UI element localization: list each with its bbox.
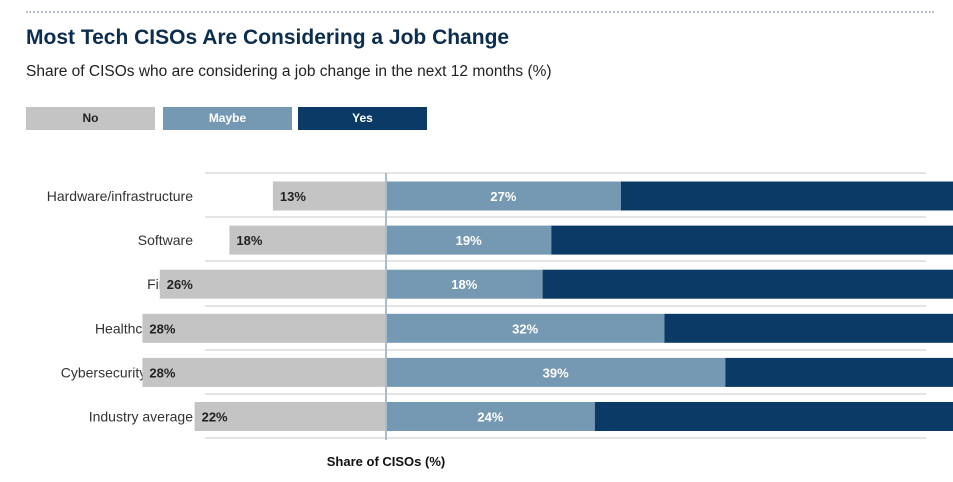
category-label-industry-average: Industry average bbox=[89, 409, 193, 425]
data-label-no-fintech: 26% bbox=[167, 277, 193, 292]
bar-maybe-fintech bbox=[386, 269, 543, 299]
data-label-maybe-healthcare-tech: 32% bbox=[512, 321, 538, 336]
data-label-maybe-software: 19% bbox=[456, 233, 482, 248]
chart-title: Most Tech CISOs Are Considering a Job Ch… bbox=[26, 26, 510, 49]
bar-yes-healthcare-tech bbox=[664, 313, 953, 343]
legend-item-no: No bbox=[26, 107, 155, 130]
bar-yes-industry-average bbox=[594, 402, 953, 431]
data-label-maybe-industry-average: 24% bbox=[477, 410, 503, 425]
bar-no-industry-average bbox=[194, 402, 386, 431]
category-label-software: Software bbox=[138, 232, 193, 248]
bar-maybe-cybersecurity-vendor bbox=[386, 357, 726, 387]
data-label-no-cybersecurity-vendor: 28% bbox=[149, 365, 175, 380]
bar-no-software bbox=[229, 225, 386, 255]
bar-no-cybersecurity-vendor bbox=[142, 357, 386, 387]
x-axis-label-text: Share of CISOs (%) bbox=[326, 454, 446, 469]
bar-yes-hardware-infrastructure bbox=[620, 181, 953, 211]
data-label-maybe-hardware-infrastructure: 27% bbox=[490, 189, 516, 204]
chart-subtitle: Share of CISOs who are considering a job… bbox=[26, 63, 552, 80]
data-label-no-industry-average: 22% bbox=[202, 410, 228, 425]
bar-maybe-healthcare-tech bbox=[386, 313, 665, 343]
bar-no-fintech bbox=[159, 269, 386, 299]
bar-maybe-software bbox=[386, 225, 552, 255]
category-label-hardware-infrastructure: Hardware/infrastructure bbox=[47, 188, 193, 204]
bar-yes-software bbox=[551, 225, 953, 255]
bar-no-hardware-infrastructure bbox=[272, 181, 386, 211]
data-label-no-healthcare-tech: 28% bbox=[149, 321, 175, 336]
bar-maybe-hardware-infrastructure bbox=[386, 181, 621, 211]
bar-yes-fintech bbox=[542, 269, 953, 299]
data-label-maybe-cybersecurity-vendor: 39% bbox=[543, 365, 569, 380]
legend-item-yes: Yes bbox=[298, 107, 427, 130]
data-label-maybe-fintech: 18% bbox=[451, 277, 477, 292]
data-label-no-software: 18% bbox=[236, 233, 262, 248]
bar-no-healthcare-tech bbox=[142, 313, 386, 343]
data-label-no-hardware-infrastructure: 13% bbox=[280, 189, 306, 204]
top-dotted-rule bbox=[26, 11, 934, 13]
bar-maybe-industry-average bbox=[386, 402, 595, 431]
bar-yes-cybersecurity-vendor bbox=[725, 357, 953, 387]
legend-item-maybe: Maybe bbox=[163, 107, 292, 130]
